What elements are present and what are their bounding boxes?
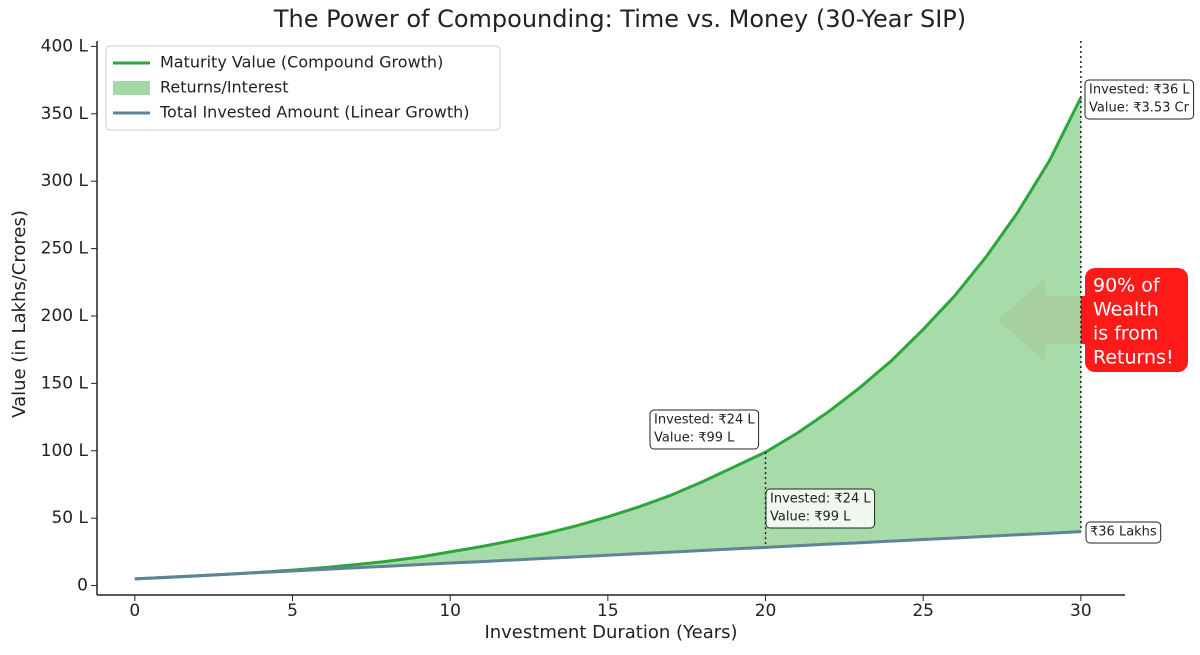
- y-tick-label: 400 L: [41, 36, 89, 56]
- y-axis-label: Value (in Lakhs/Crores): [9, 210, 30, 418]
- x-axis-label: Investment Duration (Years): [484, 622, 737, 643]
- legend-label: Maturity Value (Compound Growth): [160, 53, 443, 72]
- x-tick-label: 5: [287, 601, 298, 621]
- legend-label: Total Invested Amount (Linear Growth): [159, 103, 470, 122]
- annotation-text: Value: ₹3.53 Cr: [1089, 101, 1190, 116]
- annotation-text: Value: ₹99 L: [654, 431, 735, 446]
- legend-swatch: [113, 81, 150, 95]
- annotation-text: Invested: ₹36 L: [1089, 83, 1190, 98]
- y-tick-label: 300 L: [41, 171, 89, 191]
- legend: Maturity Value (Compound Growth) Returns/…: [105, 45, 501, 131]
- annotation-text: Value: ₹99 L: [770, 510, 851, 525]
- returns-area: [134, 97, 1081, 579]
- x-tick-label: 10: [439, 601, 461, 621]
- x-tick-label: 25: [912, 601, 934, 621]
- y-tick-label: 250 L: [41, 239, 89, 259]
- y-tick-label: 150 L: [41, 373, 89, 393]
- annotation-text: 90% of: [1093, 275, 1161, 297]
- annotation-box: [1084, 79, 1195, 120]
- annotation: Invested: ₹24 L Value: ₹99 L: [765, 488, 876, 529]
- x-tick-label: 0: [129, 601, 140, 621]
- chart-title: The Power of Compounding: Time vs. Money…: [273, 5, 966, 33]
- annotation-text: ₹36 Lakhs: [1090, 525, 1157, 540]
- y-tick-label: 50 L: [51, 508, 88, 528]
- annotation-box: [1085, 521, 1162, 544]
- legend-box: [105, 45, 501, 131]
- y-tick-label: 350 L: [41, 104, 89, 124]
- y-tick-label: 200 L: [41, 306, 89, 326]
- annotation-text: Invested: ₹24 L: [654, 413, 755, 428]
- y-tick-label: 0: [77, 576, 88, 596]
- annotation: ₹36 Lakhs: [1085, 521, 1162, 544]
- annotation-text: Returns!: [1093, 347, 1174, 369]
- x-tick-label: 15: [597, 601, 619, 621]
- x-tick-label: 20: [755, 601, 777, 621]
- annotation-text: Invested: ₹24 L: [770, 492, 871, 507]
- annotation-text: is from: [1093, 323, 1158, 345]
- annotation-text: Wealth: [1093, 299, 1159, 321]
- legend-label: Returns/Interest: [160, 78, 288, 97]
- x-tick-label: 30: [1070, 601, 1092, 621]
- annotation-box: [1085, 268, 1188, 372]
- annotation: Invested: ₹36 L Value: ₹3.53 Cr: [1084, 79, 1195, 120]
- annotation-box: [765, 488, 876, 529]
- series-line: [134, 530, 1081, 581]
- y-tick-label: 100 L: [41, 441, 89, 461]
- annotation: Invested: ₹24 L Value: ₹99 L: [649, 409, 760, 450]
- annotation-box: [649, 409, 760, 450]
